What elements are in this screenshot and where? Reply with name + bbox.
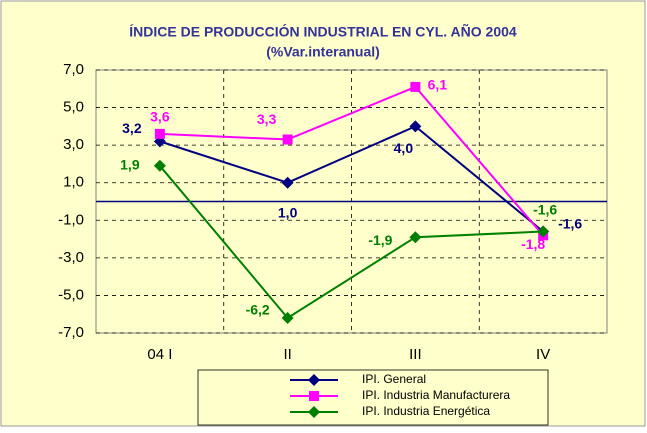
data-point — [537, 225, 550, 238]
legend-box — [197, 369, 549, 426]
data-label: 3,3 — [257, 111, 277, 127]
data-point — [281, 176, 294, 189]
data-label: 3,2 — [122, 120, 142, 136]
series-line — [159, 165, 544, 320]
data-point — [281, 311, 294, 324]
data-point — [153, 159, 166, 172]
y-tick-label: 1,0 — [63, 174, 84, 191]
chart-title: ÍNDICE DE PRODUCCIÓN INDUSTRIAL EN CYL. … — [129, 23, 517, 40]
legend-marker — [308, 406, 320, 418]
series-line — [159, 125, 544, 233]
legend-marker — [308, 374, 320, 386]
data-label: 1,0 — [278, 204, 298, 220]
data-label: -1,6 — [533, 201, 557, 217]
data-point — [410, 81, 421, 92]
y-tick-label: 3,0 — [63, 136, 84, 153]
data-label: -6,2 — [246, 302, 270, 318]
y-tick-label: -1,0 — [58, 211, 84, 228]
data-label: 1,9 — [120, 157, 140, 173]
data-label: 4,0 — [394, 140, 414, 156]
data-label: 3,6 — [150, 109, 170, 125]
data-label: -1,6 — [558, 215, 582, 231]
x-tick-label: 04 I — [147, 346, 172, 363]
data-point — [282, 134, 293, 145]
y-tick-label: -3,0 — [58, 249, 84, 266]
legend-label: IPI. Industria Manufacturera — [362, 388, 510, 402]
data-label: -1,8 — [521, 236, 545, 252]
x-tick-label: III — [409, 346, 422, 363]
y-tick-label: 5,0 — [63, 99, 84, 116]
series-line — [159, 85, 544, 236]
x-tick-label: II — [283, 346, 291, 363]
data-point — [409, 231, 422, 244]
data-point — [409, 120, 422, 133]
y-tick-label: 7,0 — [63, 61, 84, 78]
y-tick-label: -5,0 — [58, 286, 84, 303]
legend-marker — [309, 391, 319, 401]
chart-subtitle: (%Var.interanual) — [266, 44, 380, 60]
data-point — [154, 128, 165, 139]
legend-label: IPI. Industria Energética — [362, 404, 490, 418]
x-tick-label: IV — [536, 346, 550, 363]
data-label: 6,1 — [428, 77, 448, 93]
y-tick-label: -7,0 — [58, 324, 84, 341]
data-label: -1,9 — [368, 232, 392, 248]
legend-label: IPI. General — [362, 372, 426, 386]
